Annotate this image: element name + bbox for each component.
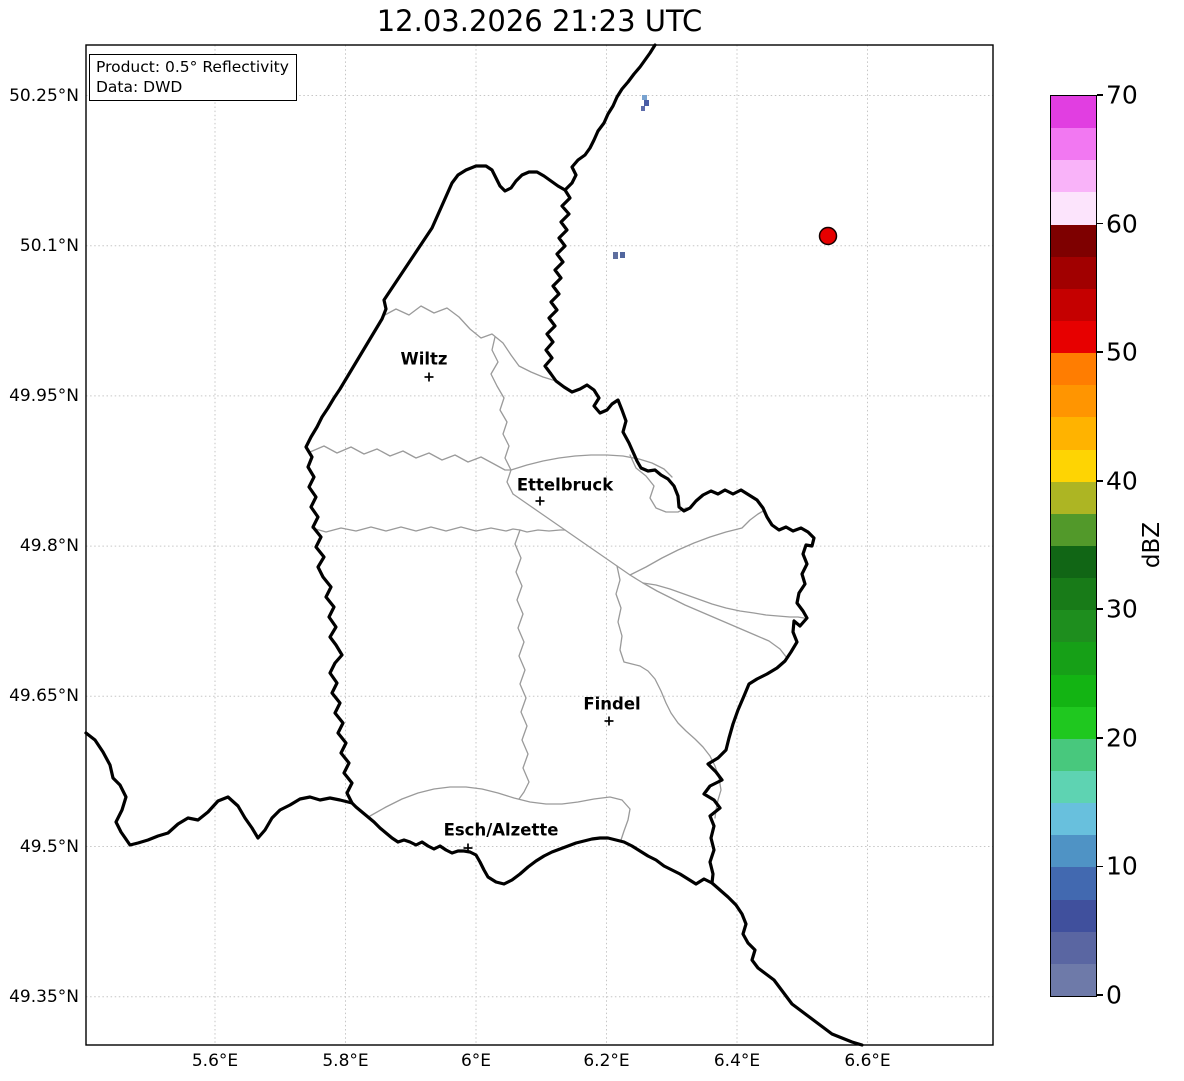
admin-border-path (510, 454, 673, 478)
colorbar-segment (1051, 160, 1096, 193)
colorbar-segment (1051, 513, 1096, 546)
radar-echo (642, 95, 647, 100)
colorbar-tick (1096, 94, 1103, 96)
admin-border-path (382, 305, 557, 382)
colorbar-tick (1096, 865, 1103, 868)
city-marker (604, 716, 614, 726)
colorbar-segment (1051, 610, 1096, 643)
y-tick-label: 49.5°N (19, 836, 79, 857)
product-info-line1: Product: 0.5° Reflectivity (96, 58, 289, 76)
admin-border-path (309, 445, 512, 471)
colorbar-segment (1051, 481, 1096, 514)
colorbar-segment (1051, 674, 1096, 707)
colorbar-segment (1051, 224, 1096, 257)
radar-echo (620, 252, 625, 258)
colorbar-tick-label: 70 (1106, 80, 1138, 110)
colorbar-segment (1051, 96, 1096, 129)
colorbar-segment (1051, 385, 1096, 418)
y-tick-label: 50.1°N (19, 235, 79, 256)
colorbar-segment (1051, 256, 1096, 289)
radar-site-marker (818, 226, 838, 246)
city-marker (535, 496, 545, 506)
colorbar-tick-label: 40 (1106, 466, 1138, 496)
colorbar-segment (1051, 770, 1096, 804)
colorbar-segment (1051, 320, 1096, 354)
y-tick-label: 49.8°N (19, 536, 79, 557)
colorbar-tick-label: 50 (1106, 337, 1138, 367)
admin-border-path (490, 336, 514, 495)
colorbar-segment (1051, 128, 1096, 161)
colorbar-segment (1051, 288, 1096, 321)
colorbar-segment (1051, 449, 1096, 482)
radar-echo (613, 252, 618, 259)
colorbar-segment (1051, 963, 1096, 996)
colorbar-segment (1051, 353, 1096, 386)
y-tick-label: 49.95°N (9, 385, 79, 406)
x-tick-label: 5.6°E (191, 1051, 239, 1071)
colorbar-tick-label: 20 (1106, 723, 1138, 753)
city-marker (463, 843, 473, 853)
country-border-france-belgium (84, 731, 354, 847)
x-tick-label: 6.2°E (583, 1051, 630, 1071)
country-border-france-germany (710, 881, 864, 1047)
x-tick-label: 6.6°E (844, 1051, 891, 1071)
colorbar-segment (1051, 738, 1096, 771)
colorbar-tick-label: 10 (1106, 851, 1138, 881)
colorbar-segment (1051, 867, 1096, 900)
colorbar-segment (1051, 642, 1096, 675)
radar-echo (644, 100, 649, 106)
colorbar-tick (1096, 479, 1103, 482)
city-marker (424, 372, 434, 382)
colorbar-tick (1096, 608, 1103, 611)
colorbar-unit-label: dBZ (1139, 521, 1165, 569)
product-info-line2: Data: DWD (96, 78, 183, 96)
y-tick-label: 50.25°N (9, 85, 79, 106)
y-tick-label: 49.35°N (9, 986, 79, 1007)
city-label-findel: Findel (583, 694, 641, 714)
radar-echo (641, 106, 645, 111)
colorbar-segment (1051, 835, 1096, 868)
city-label-esch-alzette: Esch/Alzette (443, 820, 559, 840)
country-border-luxembourg (304, 164, 816, 886)
colorbar-segment (1051, 899, 1096, 932)
city-label-ettelbruck: Ettelbruck (516, 475, 614, 495)
colorbar-segment (1051, 706, 1096, 739)
colorbar-segment (1051, 803, 1096, 836)
colorbar-segment (1051, 545, 1096, 579)
city-label-wiltz: Wiltz (400, 349, 448, 369)
colorbar-tick-label: 60 (1106, 209, 1138, 239)
colorbar-tick (1096, 994, 1103, 996)
admin-border-path (642, 582, 805, 619)
admin-border-path (629, 509, 766, 576)
colorbar-tick (1096, 737, 1103, 739)
product-info-box: Product: 0.5° Reflectivity Data: DWD (89, 54, 297, 101)
admin-border-path (369, 786, 631, 841)
admin-border-path (514, 529, 530, 800)
colorbar-tick (1096, 222, 1103, 225)
colorbar-segment (1051, 417, 1096, 450)
colorbar-segment (1051, 931, 1096, 964)
colorbar-segment (1051, 192, 1096, 225)
country-border-belgium-germany (563, 43, 657, 192)
colorbar-tick-label: 0 (1106, 980, 1122, 1010)
colorbar-segment (1051, 578, 1096, 611)
admin-border-path (512, 493, 788, 659)
x-tick-label: 6.4°E (713, 1051, 761, 1071)
colorbar-tick-label: 30 (1106, 594, 1138, 624)
admin-border-path (615, 565, 722, 819)
y-tick-label: 49.65°N (9, 686, 79, 707)
admin-border-path (311, 526, 566, 533)
x-tick-label: 5.8°E (322, 1051, 369, 1071)
plot-frame (85, 44, 994, 1046)
figure-title: 12.03.2026 21:23 UTC (376, 4, 703, 38)
colorbar (1050, 95, 1097, 997)
colorbar-tick (1096, 351, 1103, 353)
x-tick-label: 6°E (460, 1051, 492, 1071)
